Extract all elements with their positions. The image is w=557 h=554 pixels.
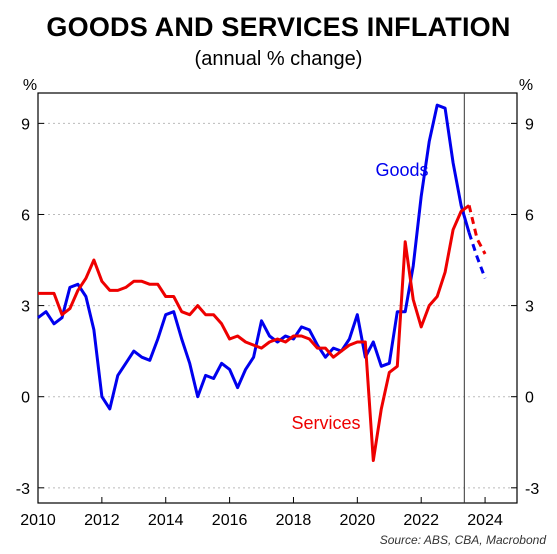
y-tick-label-right: 9 xyxy=(525,116,534,133)
y-tick-label-right: -3 xyxy=(525,481,539,498)
chart-subtitle: (annual % change) xyxy=(194,48,363,70)
series-lines xyxy=(37,93,487,503)
y-tick-label-left: -3 xyxy=(16,481,30,498)
source-note: Source: ABS, CBA, Macrobond xyxy=(380,533,547,547)
plot-frame xyxy=(37,92,518,504)
grid xyxy=(38,122,517,489)
chart-title: GOODS AND SERVICES INFLATION xyxy=(46,12,511,42)
y-tick-label-right: 6 xyxy=(525,207,534,224)
x-tick-label: 2016 xyxy=(212,512,248,529)
y-tick-label-left: 6 xyxy=(21,207,30,224)
y-tick-label-left: 0 xyxy=(21,390,30,407)
goods-series-line xyxy=(37,103,471,411)
goods-forecast-line xyxy=(467,232,487,279)
y-unit-left: % xyxy=(23,77,37,94)
goods-series-label: Goods xyxy=(375,160,428,180)
x-tick-label: 2014 xyxy=(148,512,184,529)
x-tick-label: 2010 xyxy=(20,512,56,529)
services-series-line xyxy=(38,204,471,462)
services-series-label: Services xyxy=(291,413,360,433)
x-tick-label: 2022 xyxy=(403,512,439,529)
y-tick-label-left: 3 xyxy=(21,299,30,316)
x-tick-label: 2018 xyxy=(276,512,312,529)
y-tick-label-left: 9 xyxy=(21,116,30,133)
y-tick-label-right: 3 xyxy=(525,299,534,316)
axis-ticks: -3 -3 0 0 3 3 6 6 9 9 2010 2012 2014 2016 2018 2020 2022… xyxy=(16,116,540,529)
x-tick-label: 2020 xyxy=(340,512,376,529)
services-forecast-line xyxy=(467,205,487,255)
x-tick-label: 2024 xyxy=(467,512,503,529)
x-tick-label: 2012 xyxy=(84,512,120,529)
y-tick-label-right: 0 xyxy=(525,390,534,407)
y-unit-right: % xyxy=(519,77,533,94)
